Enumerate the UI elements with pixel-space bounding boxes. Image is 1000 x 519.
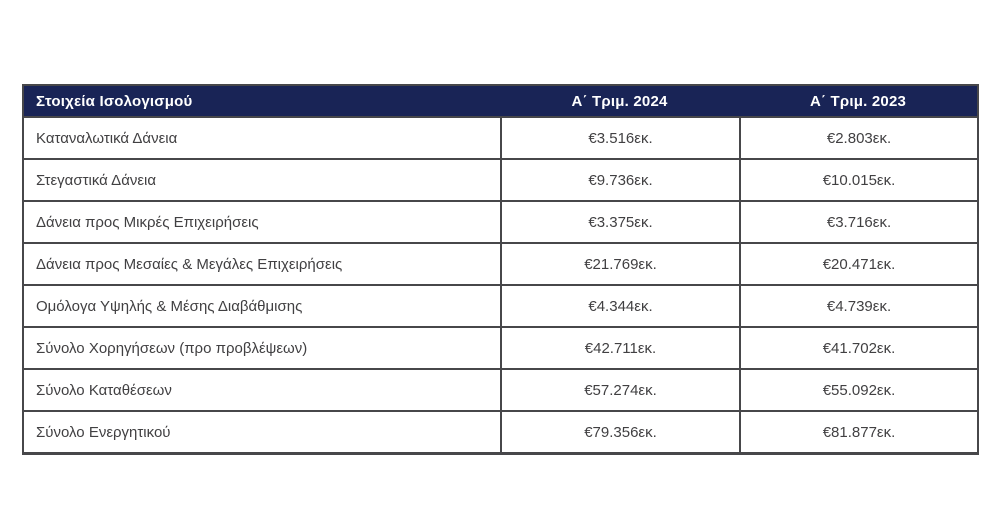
row-value-2024: €21.769εκ. — [500, 242, 739, 284]
row-value-2024: €42.711εκ. — [500, 326, 739, 368]
balance-sheet-table: Στοιχεία Ισολογισμού Α΄ Τριμ. 2024 Α΄ Τρ… — [22, 84, 979, 455]
row-label-bonds: Ομόλογα Υψηλής & Μέσης Διαβάθμισης — [24, 284, 500, 326]
row-value-2023: €41.702εκ. — [739, 326, 977, 368]
row-value-2024: €3.375εκ. — [500, 200, 739, 242]
row-label-mortgage-loans: Στεγαστικά Δάνεια — [24, 158, 500, 200]
row-value-2023: €3.716εκ. — [739, 200, 977, 242]
row-value-2023: €81.877εκ. — [739, 410, 977, 452]
row-value-2023: €20.471εκ. — [739, 242, 977, 284]
row-value-2024: €79.356εκ. — [500, 410, 739, 452]
row-value-2023: €10.015εκ. — [739, 158, 977, 200]
row-label-total-gross-loans: Σύνολο Χορηγήσεων (προ προβλέψεων) — [24, 326, 500, 368]
row-label-medium-large-business-loans: Δάνεια προς Μεσαίες & Μεγάλες Επιχειρήσε… — [24, 242, 500, 284]
header-q1-2024: Α΄ Τριμ. 2024 — [500, 86, 739, 116]
row-value-2024: €57.274εκ. — [500, 368, 739, 410]
header-q1-2023: Α΄ Τριμ. 2023 — [739, 86, 977, 116]
row-label-total-deposits: Σύνολο Καταθέσεων — [24, 368, 500, 410]
row-value-2023: €4.739εκ. — [739, 284, 977, 326]
row-value-2024: €3.516εκ. — [500, 116, 739, 158]
row-label-total-assets: Σύνολο Ενεργητικού — [24, 410, 500, 452]
row-value-2023: €55.092εκ. — [739, 368, 977, 410]
row-value-2023: €2.803εκ. — [739, 116, 977, 158]
row-value-2024: €9.736εκ. — [500, 158, 739, 200]
row-label-small-business-loans: Δάνεια προς Μικρές Επιχειρήσεις — [24, 200, 500, 242]
row-value-2024: €4.344εκ. — [500, 284, 739, 326]
row-label-consumer-loans: Καταναλωτικά Δάνεια — [24, 116, 500, 158]
header-balance-sheet-items: Στοιχεία Ισολογισμού — [24, 86, 500, 116]
